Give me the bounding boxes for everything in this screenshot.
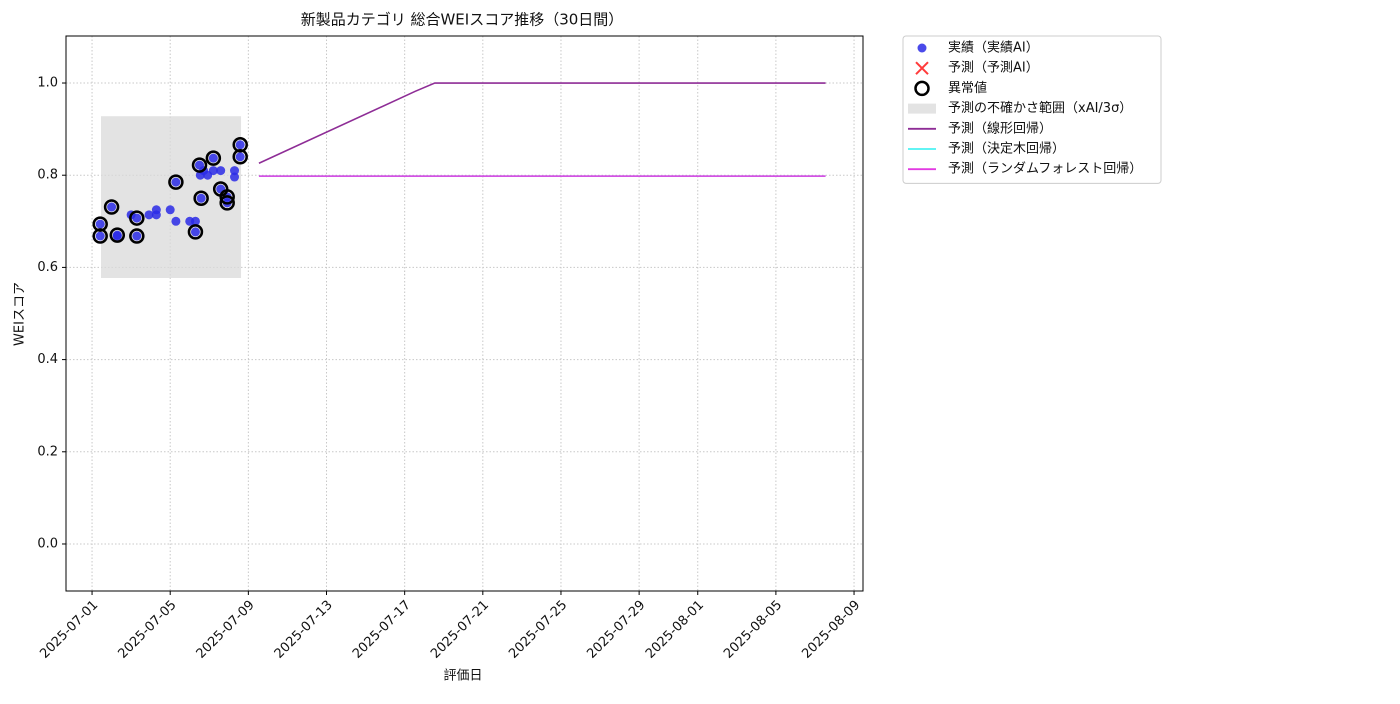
legend-symbol bbox=[917, 43, 927, 53]
actual-point bbox=[190, 227, 200, 237]
anomaly-marker bbox=[219, 189, 235, 205]
actual-point bbox=[95, 231, 105, 241]
actual-point bbox=[208, 153, 218, 163]
actual-point bbox=[235, 152, 245, 162]
actual-point bbox=[151, 210, 161, 220]
anomaly-marker bbox=[109, 227, 126, 243]
legend-label: 予測（ランダムフォレスト回帰） bbox=[948, 161, 1142, 177]
anomaly-marker bbox=[232, 149, 248, 165]
actual-point bbox=[196, 193, 206, 203]
legend-label: 異常値 bbox=[948, 80, 987, 96]
legend-label: 予測（線形回帰） bbox=[948, 120, 1052, 136]
actual-point bbox=[216, 166, 226, 176]
actual-point bbox=[235, 140, 245, 150]
anomaly-marker bbox=[187, 224, 204, 240]
anomaly-marker bbox=[129, 228, 145, 244]
anomaly-marker bbox=[193, 190, 209, 207]
y-tick-label: 0.2 bbox=[37, 444, 58, 459]
legend-symbol bbox=[908, 103, 936, 114]
legend-label: 実績（実績AI） bbox=[948, 40, 1039, 56]
actual-point bbox=[230, 172, 240, 182]
anomaly-marker bbox=[103, 199, 120, 215]
x-axis-label: 評価日 bbox=[443, 669, 482, 684]
x-tick-label: 2025-07-17 bbox=[350, 598, 414, 662]
plot-frame bbox=[65, 35, 864, 592]
anomaly-marker bbox=[191, 157, 208, 173]
y-tick-label: 0.4 bbox=[37, 352, 58, 367]
x-tick-label: 2025-07-29 bbox=[584, 598, 648, 662]
y-axis-label: WEIスコア bbox=[13, 282, 28, 346]
x-tick-label: 2025-07-13 bbox=[272, 598, 336, 662]
anomaly-marker bbox=[168, 174, 184, 190]
x-tick-label: 2025-07-01 bbox=[37, 598, 101, 662]
legend-symbol bbox=[914, 80, 930, 97]
actual-point bbox=[107, 202, 117, 212]
anomaly-marker bbox=[219, 195, 235, 211]
actual-point bbox=[165, 205, 175, 215]
x-tick-label: 2025-07-09 bbox=[194, 598, 258, 662]
x-tick-label: 2025-08-05 bbox=[721, 598, 785, 662]
x-tick-label: 2025-08-09 bbox=[799, 598, 863, 662]
actual-point bbox=[230, 166, 240, 176]
x-tick-label: 2025-07-05 bbox=[115, 598, 179, 662]
actual-point bbox=[144, 210, 154, 220]
x-tick-label: 2025-07-25 bbox=[506, 598, 570, 662]
actual-point bbox=[171, 177, 181, 187]
legend-box bbox=[902, 35, 1162, 184]
forecast-line bbox=[258, 82, 826, 164]
actual-point bbox=[171, 216, 181, 226]
anomaly-marker bbox=[129, 210, 145, 226]
actual-point bbox=[112, 231, 122, 241]
actual-point bbox=[132, 213, 142, 223]
uncertainty-band bbox=[101, 116, 242, 279]
y-tick-label: 0.6 bbox=[37, 260, 58, 275]
actual-point bbox=[132, 231, 142, 241]
actual-point bbox=[208, 166, 218, 176]
y-tick-label: 0.0 bbox=[37, 536, 58, 551]
legend-label: 予測（決定木回帰） bbox=[948, 141, 1065, 157]
chart-title: 新製品カテゴリ 総合WEIスコア推移（30日間） bbox=[301, 11, 624, 29]
actual-point bbox=[190, 216, 200, 226]
x-tick-label: 2025-08-01 bbox=[643, 598, 707, 662]
anomaly-marker bbox=[205, 150, 222, 166]
anomaly-marker bbox=[92, 216, 108, 232]
legend-symbol bbox=[915, 61, 929, 75]
plot-area bbox=[92, 82, 826, 279]
x-tick-label: 2025-07-21 bbox=[428, 598, 492, 662]
y-tick-label: 1.0 bbox=[37, 76, 58, 91]
legend-label: 予測（予測AI） bbox=[948, 61, 1039, 76]
actual-point bbox=[95, 219, 105, 229]
legend-label: 予測の不確かさ範囲（xAI/3σ） bbox=[948, 100, 1132, 116]
y-tick-label: 0.8 bbox=[37, 168, 58, 183]
